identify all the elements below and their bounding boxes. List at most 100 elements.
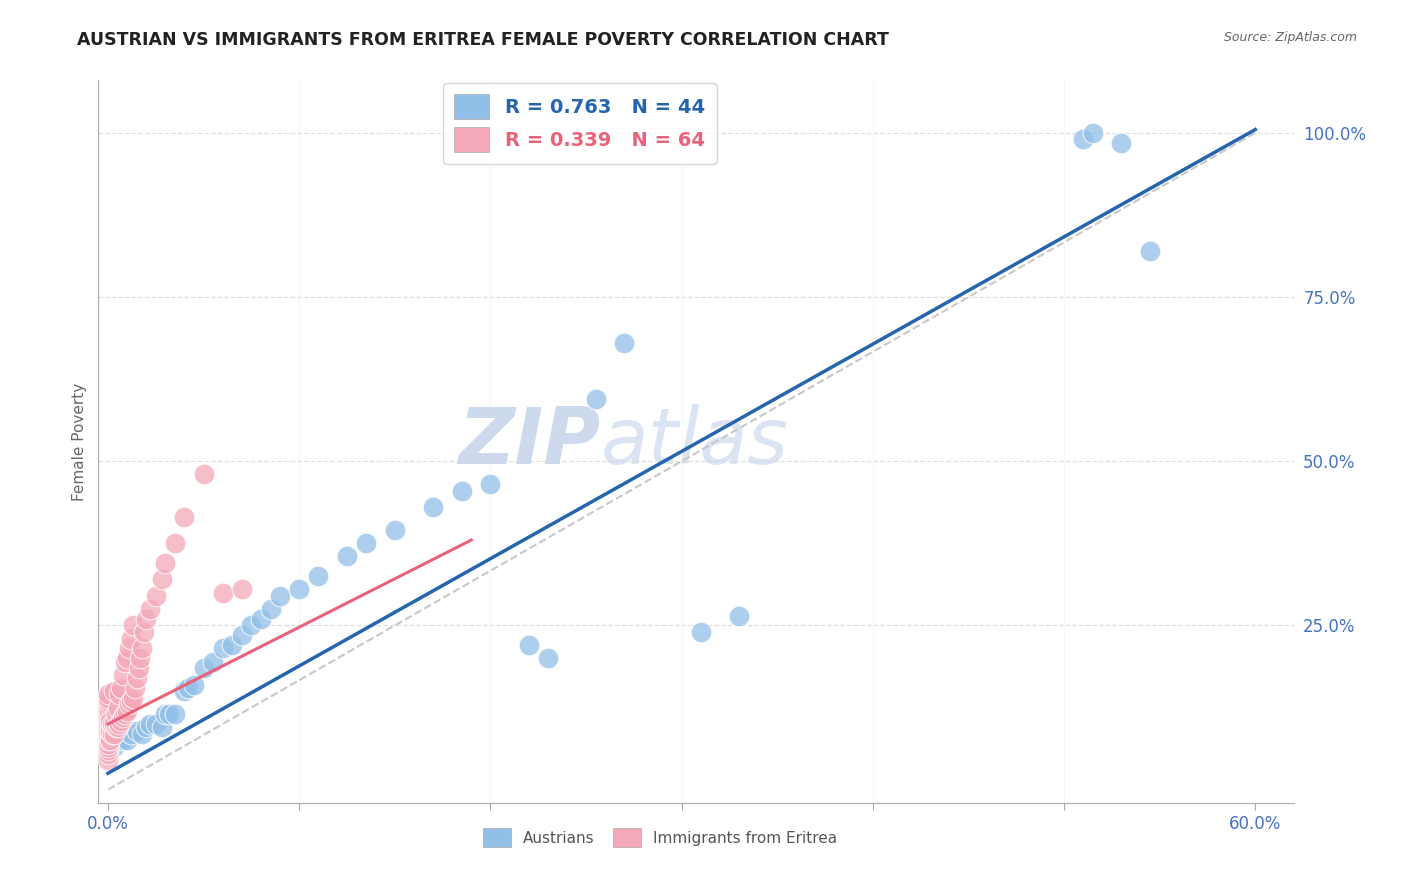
- Immigrants from Eritrea: [98, 723, 121, 738]
- Austrians: [479, 477, 502, 491]
- Austrians: [221, 638, 243, 652]
- Immigrants from Eritrea: [107, 720, 129, 734]
- Austrians: [107, 733, 129, 747]
- Immigrants from Eritrea: [104, 707, 127, 722]
- Immigrants from Eritrea: [97, 723, 120, 738]
- Immigrants from Eritrea: [155, 556, 177, 570]
- Austrians: [139, 717, 162, 731]
- Austrians: [120, 727, 142, 741]
- Immigrants from Eritrea: [150, 573, 173, 587]
- Text: AUSTRIAN VS IMMIGRANTS FROM ERITREA FEMALE POVERTY CORRELATION CHART: AUSTRIAN VS IMMIGRANTS FROM ERITREA FEMA…: [77, 31, 889, 49]
- Immigrants from Eritrea: [173, 510, 195, 524]
- Austrians: [269, 589, 291, 603]
- Austrians: [125, 723, 148, 738]
- Austrians: [1071, 132, 1094, 146]
- Immigrants from Eritrea: [97, 733, 120, 747]
- Austrians: [422, 500, 444, 515]
- Austrians: [384, 523, 406, 537]
- Austrians: [135, 720, 157, 734]
- Immigrants from Eritrea: [112, 710, 135, 724]
- Immigrants from Eritrea: [128, 661, 150, 675]
- Austrians: [211, 641, 233, 656]
- Immigrants from Eritrea: [97, 714, 120, 728]
- Immigrants from Eritrea: [101, 727, 124, 741]
- Immigrants from Eritrea: [97, 690, 120, 705]
- Legend: Austrians, Immigrants from Eritrea: Austrians, Immigrants from Eritrea: [477, 822, 844, 853]
- Immigrants from Eritrea: [112, 667, 135, 681]
- Immigrants from Eritrea: [97, 700, 120, 714]
- Austrians: [450, 483, 472, 498]
- Austrians: [193, 661, 215, 675]
- Austrians: [103, 739, 125, 754]
- Immigrants from Eritrea: [97, 717, 120, 731]
- Immigrants from Eritrea: [231, 582, 253, 597]
- Immigrants from Eritrea: [97, 694, 120, 708]
- Austrians: [259, 602, 281, 616]
- Austrians: [150, 720, 173, 734]
- Austrians: [537, 651, 560, 665]
- Immigrants from Eritrea: [120, 694, 142, 708]
- Immigrants from Eritrea: [101, 717, 124, 731]
- Immigrants from Eritrea: [107, 700, 129, 714]
- Immigrants from Eritrea: [110, 681, 132, 695]
- Immigrants from Eritrea: [104, 720, 127, 734]
- Austrians: [336, 549, 359, 564]
- Text: ZIP: ZIP: [458, 403, 600, 480]
- Austrians: [155, 707, 177, 722]
- Austrians: [157, 707, 180, 722]
- Immigrants from Eritrea: [97, 730, 120, 744]
- Text: Source: ZipAtlas.com: Source: ZipAtlas.com: [1223, 31, 1357, 45]
- Austrians: [145, 717, 167, 731]
- Austrians: [177, 681, 200, 695]
- Immigrants from Eritrea: [163, 536, 186, 550]
- Immigrants from Eritrea: [97, 739, 120, 754]
- Austrians: [1111, 136, 1133, 150]
- Austrians: [517, 638, 540, 652]
- Immigrants from Eritrea: [145, 589, 167, 603]
- Immigrants from Eritrea: [114, 655, 136, 669]
- Austrians: [202, 655, 225, 669]
- Immigrants from Eritrea: [97, 753, 120, 767]
- Immigrants from Eritrea: [139, 602, 162, 616]
- Immigrants from Eritrea: [97, 737, 120, 751]
- Austrians: [288, 582, 311, 597]
- Immigrants from Eritrea: [118, 698, 141, 712]
- Austrians: [112, 733, 135, 747]
- Austrians: [354, 536, 377, 550]
- Austrians: [613, 336, 636, 351]
- Austrians: [173, 684, 195, 698]
- Immigrants from Eritrea: [97, 707, 120, 722]
- Y-axis label: Female Poverty: Female Poverty: [72, 383, 87, 500]
- Immigrants from Eritrea: [121, 618, 143, 632]
- Immigrants from Eritrea: [120, 632, 142, 646]
- Immigrants from Eritrea: [97, 710, 120, 724]
- Immigrants from Eritrea: [124, 681, 146, 695]
- Immigrants from Eritrea: [114, 707, 136, 722]
- Austrians: [131, 727, 153, 741]
- Immigrants from Eritrea: [211, 585, 233, 599]
- Immigrants from Eritrea: [98, 714, 121, 728]
- Austrians: [250, 612, 273, 626]
- Immigrants from Eritrea: [97, 743, 120, 757]
- Austrians: [240, 618, 263, 632]
- Austrians: [1081, 126, 1104, 140]
- Immigrants from Eritrea: [97, 698, 120, 712]
- Austrians: [231, 628, 253, 642]
- Austrians: [307, 569, 329, 583]
- Immigrants from Eritrea: [97, 747, 120, 761]
- Immigrants from Eritrea: [121, 690, 143, 705]
- Immigrants from Eritrea: [97, 727, 120, 741]
- Austrians: [115, 733, 138, 747]
- Immigrants from Eritrea: [129, 651, 152, 665]
- Austrians: [1139, 244, 1161, 258]
- Immigrants from Eritrea: [103, 684, 125, 698]
- Text: atlas: atlas: [600, 403, 789, 480]
- Austrians: [163, 707, 186, 722]
- Immigrants from Eritrea: [131, 641, 153, 656]
- Immigrants from Eritrea: [108, 687, 131, 701]
- Immigrants from Eritrea: [134, 625, 156, 640]
- Immigrants from Eritrea: [118, 641, 141, 656]
- Immigrants from Eritrea: [110, 714, 132, 728]
- Immigrants from Eritrea: [135, 612, 157, 626]
- Austrians: [183, 677, 205, 691]
